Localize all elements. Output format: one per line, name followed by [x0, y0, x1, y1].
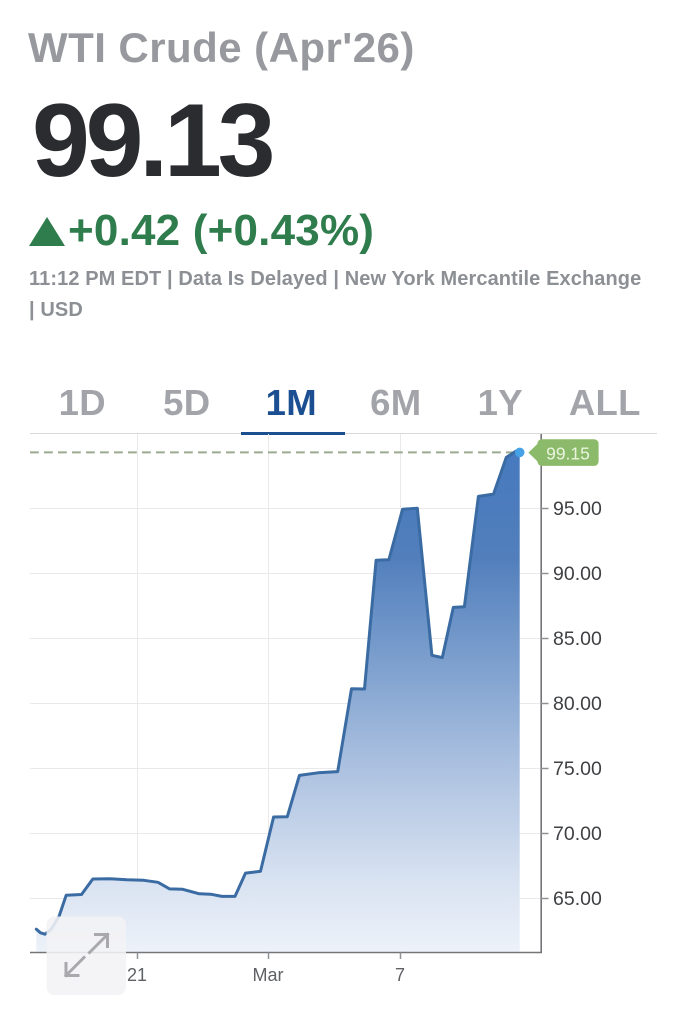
svg-text:21: 21 [127, 965, 147, 985]
svg-text:Mar: Mar [253, 965, 284, 985]
svg-text:75.00: 75.00 [553, 758, 602, 780]
svg-text:90.00: 90.00 [553, 563, 602, 585]
svg-text:65.00: 65.00 [553, 888, 602, 910]
svg-text:80.00: 80.00 [553, 693, 602, 715]
svg-text:7: 7 [395, 965, 405, 985]
svg-text:99.15: 99.15 [546, 444, 590, 464]
svg-text:95.00: 95.00 [553, 498, 602, 520]
svg-text:85.00: 85.00 [553, 628, 602, 650]
svg-text:70.00: 70.00 [553, 823, 602, 845]
